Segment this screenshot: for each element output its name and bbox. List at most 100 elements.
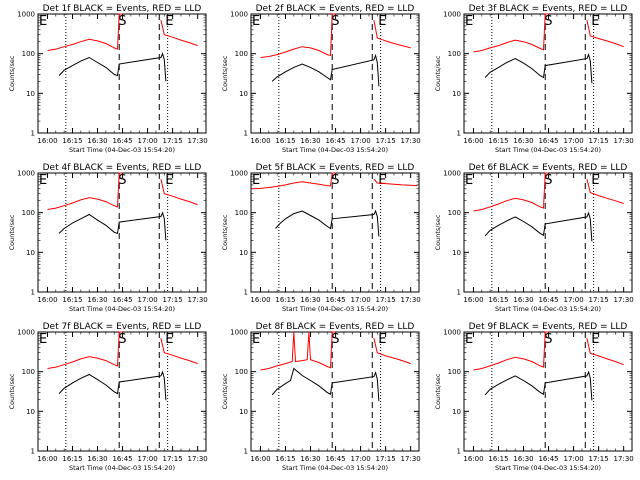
x-tick-label: 16:45 (325, 137, 345, 145)
y-axis-title: Counts/sec (8, 55, 16, 91)
events-series-line (271, 367, 380, 402)
x-tick-label: 16:30 (87, 455, 107, 463)
plot-frame (250, 13, 420, 134)
events-series-line (484, 370, 593, 401)
events-series-line (484, 53, 593, 84)
events-series-line (275, 209, 380, 237)
x-tick-label: 17:15 (376, 296, 396, 304)
y-tick-label: 10 (239, 90, 248, 98)
marker-start-e: E (252, 332, 260, 347)
x-axis-title: Start Time (04-Dec-03 15:54:20) (282, 305, 388, 313)
panel-title: Det 5f BLACK = Events, RED = LLD (256, 163, 415, 173)
y-tick-label: 1 (457, 289, 461, 297)
lld-series-line (373, 178, 418, 187)
marker-end-e: E (378, 332, 386, 347)
x-tick-label: 17:00 (350, 137, 370, 145)
plot-frame (463, 331, 633, 452)
y-axis-title: Counts/sec (434, 373, 442, 409)
y-axis-title: Counts/sec (221, 373, 229, 409)
y-axis-title: Counts/sec (8, 214, 16, 250)
x-tick-label: 17:15 (589, 296, 609, 304)
x-tick-label: 16:15 (275, 455, 295, 463)
marker-middle-s: S (118, 173, 126, 188)
x-tick-label: 16:30 (513, 455, 533, 463)
y-axis-title: Counts/sec (434, 214, 442, 250)
y-tick-label: 10 (452, 90, 461, 98)
x-tick-label: 16:30 (87, 296, 107, 304)
lld-series-line (473, 331, 549, 371)
x-tick-label: 16:45 (112, 455, 132, 463)
panel-title: Det 7f BLACK = Events, RED = LLD (43, 322, 202, 332)
x-tick-label: 17:00 (137, 296, 157, 304)
x-tick-label: 16:15 (488, 455, 508, 463)
lld-series-line (586, 19, 624, 48)
lld-series-line (260, 331, 336, 371)
x-axis-title: Start Time (04-Dec-03 15:54:20) (282, 146, 388, 154)
y-tick-label: 1000 (17, 170, 35, 178)
x-tick-label: 16:00 (250, 137, 270, 145)
y-tick-label: 1000 (230, 329, 248, 337)
y-tick-label: 10 (452, 408, 461, 416)
marker-start-e: E (252, 173, 260, 188)
x-tick-label: 17:00 (563, 296, 583, 304)
panel-title: Det 2f BLACK = Events, RED = LLD (256, 4, 415, 14)
y-axis-title: Counts/sec (221, 214, 229, 250)
x-tick-label: 16:45 (325, 296, 345, 304)
plot-frame (250, 172, 420, 293)
x-tick-label: 16:00 (463, 296, 483, 304)
x-axis-title: Start Time (04-Dec-03 15:54:20) (282, 464, 388, 472)
lld-series-line (473, 13, 549, 53)
panel-title: Det 8f BLACK = Events, RED = LLD (256, 322, 415, 332)
marker-middle-s: S (331, 14, 339, 29)
x-tick-label: 17:15 (376, 455, 396, 463)
marker-middle-s: S (118, 14, 126, 29)
panel-det-2: Det 2f BLACK = Events, RED = LLD 1 10 100 10… (221, 4, 421, 154)
plot-frame (463, 172, 633, 293)
y-tick-label: 100 (235, 209, 248, 217)
x-tick-label: 17:30 (401, 137, 421, 145)
x-tick-label: 16:15 (62, 455, 82, 463)
marker-start-e: E (39, 332, 47, 347)
x-axis-title: Start Time (04-Dec-03 15:54:20) (495, 146, 601, 154)
x-tick-label: 17:15 (589, 455, 609, 463)
x-tick-label: 16:15 (62, 296, 82, 304)
panel-det-7: Det 7f BLACK = Events, RED = LLD 1 10 100 10… (8, 322, 208, 472)
x-tick-label: 17:15 (376, 137, 396, 145)
marker-start-e: E (252, 14, 260, 29)
x-tick-label: 16:45 (538, 296, 558, 304)
y-tick-label: 100 (22, 209, 35, 217)
y-tick-label: 100 (22, 368, 35, 376)
lld-series-line (373, 20, 411, 49)
lld-series-line (160, 178, 198, 206)
events-series-line (58, 370, 167, 401)
plot-frame (37, 13, 207, 134)
panel-title: Det 9f BLACK = Events, RED = LLD (469, 322, 628, 332)
y-tick-label: 1000 (443, 329, 461, 337)
x-tick-label: 17:15 (163, 455, 183, 463)
events-series-line (58, 211, 167, 241)
marker-middle-s: S (544, 332, 552, 347)
x-tick-label: 16:45 (325, 455, 345, 463)
lld-series-line (252, 172, 336, 190)
y-axis-title: Counts/sec (434, 55, 442, 91)
x-tick-label: 16:00 (463, 137, 483, 145)
y-tick-label: 100 (448, 368, 461, 376)
panel-title: Det 6f BLACK = Events, RED = LLD (469, 163, 628, 173)
panel-det-8: Det 8f BLACK = Events, RED = LLD 1 10 100 10… (221, 322, 421, 472)
x-tick-label: 17:30 (614, 296, 634, 304)
marker-end-e: E (378, 14, 386, 29)
x-axis-title: Start Time (04-Dec-03 15:54:20) (69, 146, 175, 154)
marker-start-e: E (465, 173, 473, 188)
plot-frame (250, 331, 420, 452)
x-tick-label: 16:00 (250, 455, 270, 463)
x-tick-label: 16:00 (37, 296, 57, 304)
panel-title: Det 3f BLACK = Events, RED = LLD (469, 4, 628, 14)
y-tick-label: 10 (26, 90, 35, 98)
y-tick-label: 1000 (230, 11, 248, 19)
marker-start-e: E (39, 14, 47, 29)
x-tick-label: 17:15 (163, 296, 183, 304)
y-tick-label: 1000 (17, 11, 35, 19)
marker-end-e: E (591, 173, 599, 188)
x-tick-label: 16:00 (37, 137, 57, 145)
panel-det-1: Det 1f BLACK = Events, RED = LLD 1 10 100 10… (8, 4, 208, 154)
